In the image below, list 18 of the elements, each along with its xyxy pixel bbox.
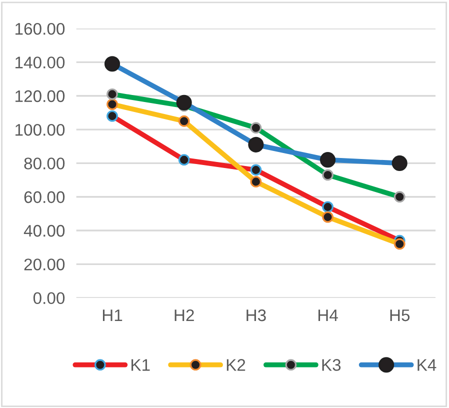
- x-tick-label: H4: [318, 310, 338, 322]
- y-tick-label: 140.00: [16, 56, 65, 68]
- legend-label: K1: [132, 359, 150, 371]
- y-tick-label: 0.00: [33, 292, 65, 304]
- y-tick-label: 20.00: [24, 258, 65, 270]
- y-tick-label: 100.00: [16, 124, 65, 136]
- y-tick-label: 40.00: [24, 224, 65, 237]
- legend-label: K2: [226, 359, 246, 371]
- y-tick-label: 60.00: [24, 191, 65, 204]
- x-tick-label: H3: [246, 309, 266, 322]
- y-tick-label: 80.00: [24, 158, 65, 170]
- x-tick-label: H1: [102, 310, 122, 322]
- y-tick-label: 120.00: [16, 90, 65, 102]
- x-tick-label: H2: [174, 309, 194, 322]
- legend-label: K4: [418, 359, 436, 371]
- y-tick-label: 160.00: [16, 22, 65, 35]
- x-tick-label: H5: [390, 310, 410, 322]
- legend-label: K3: [322, 359, 341, 371]
